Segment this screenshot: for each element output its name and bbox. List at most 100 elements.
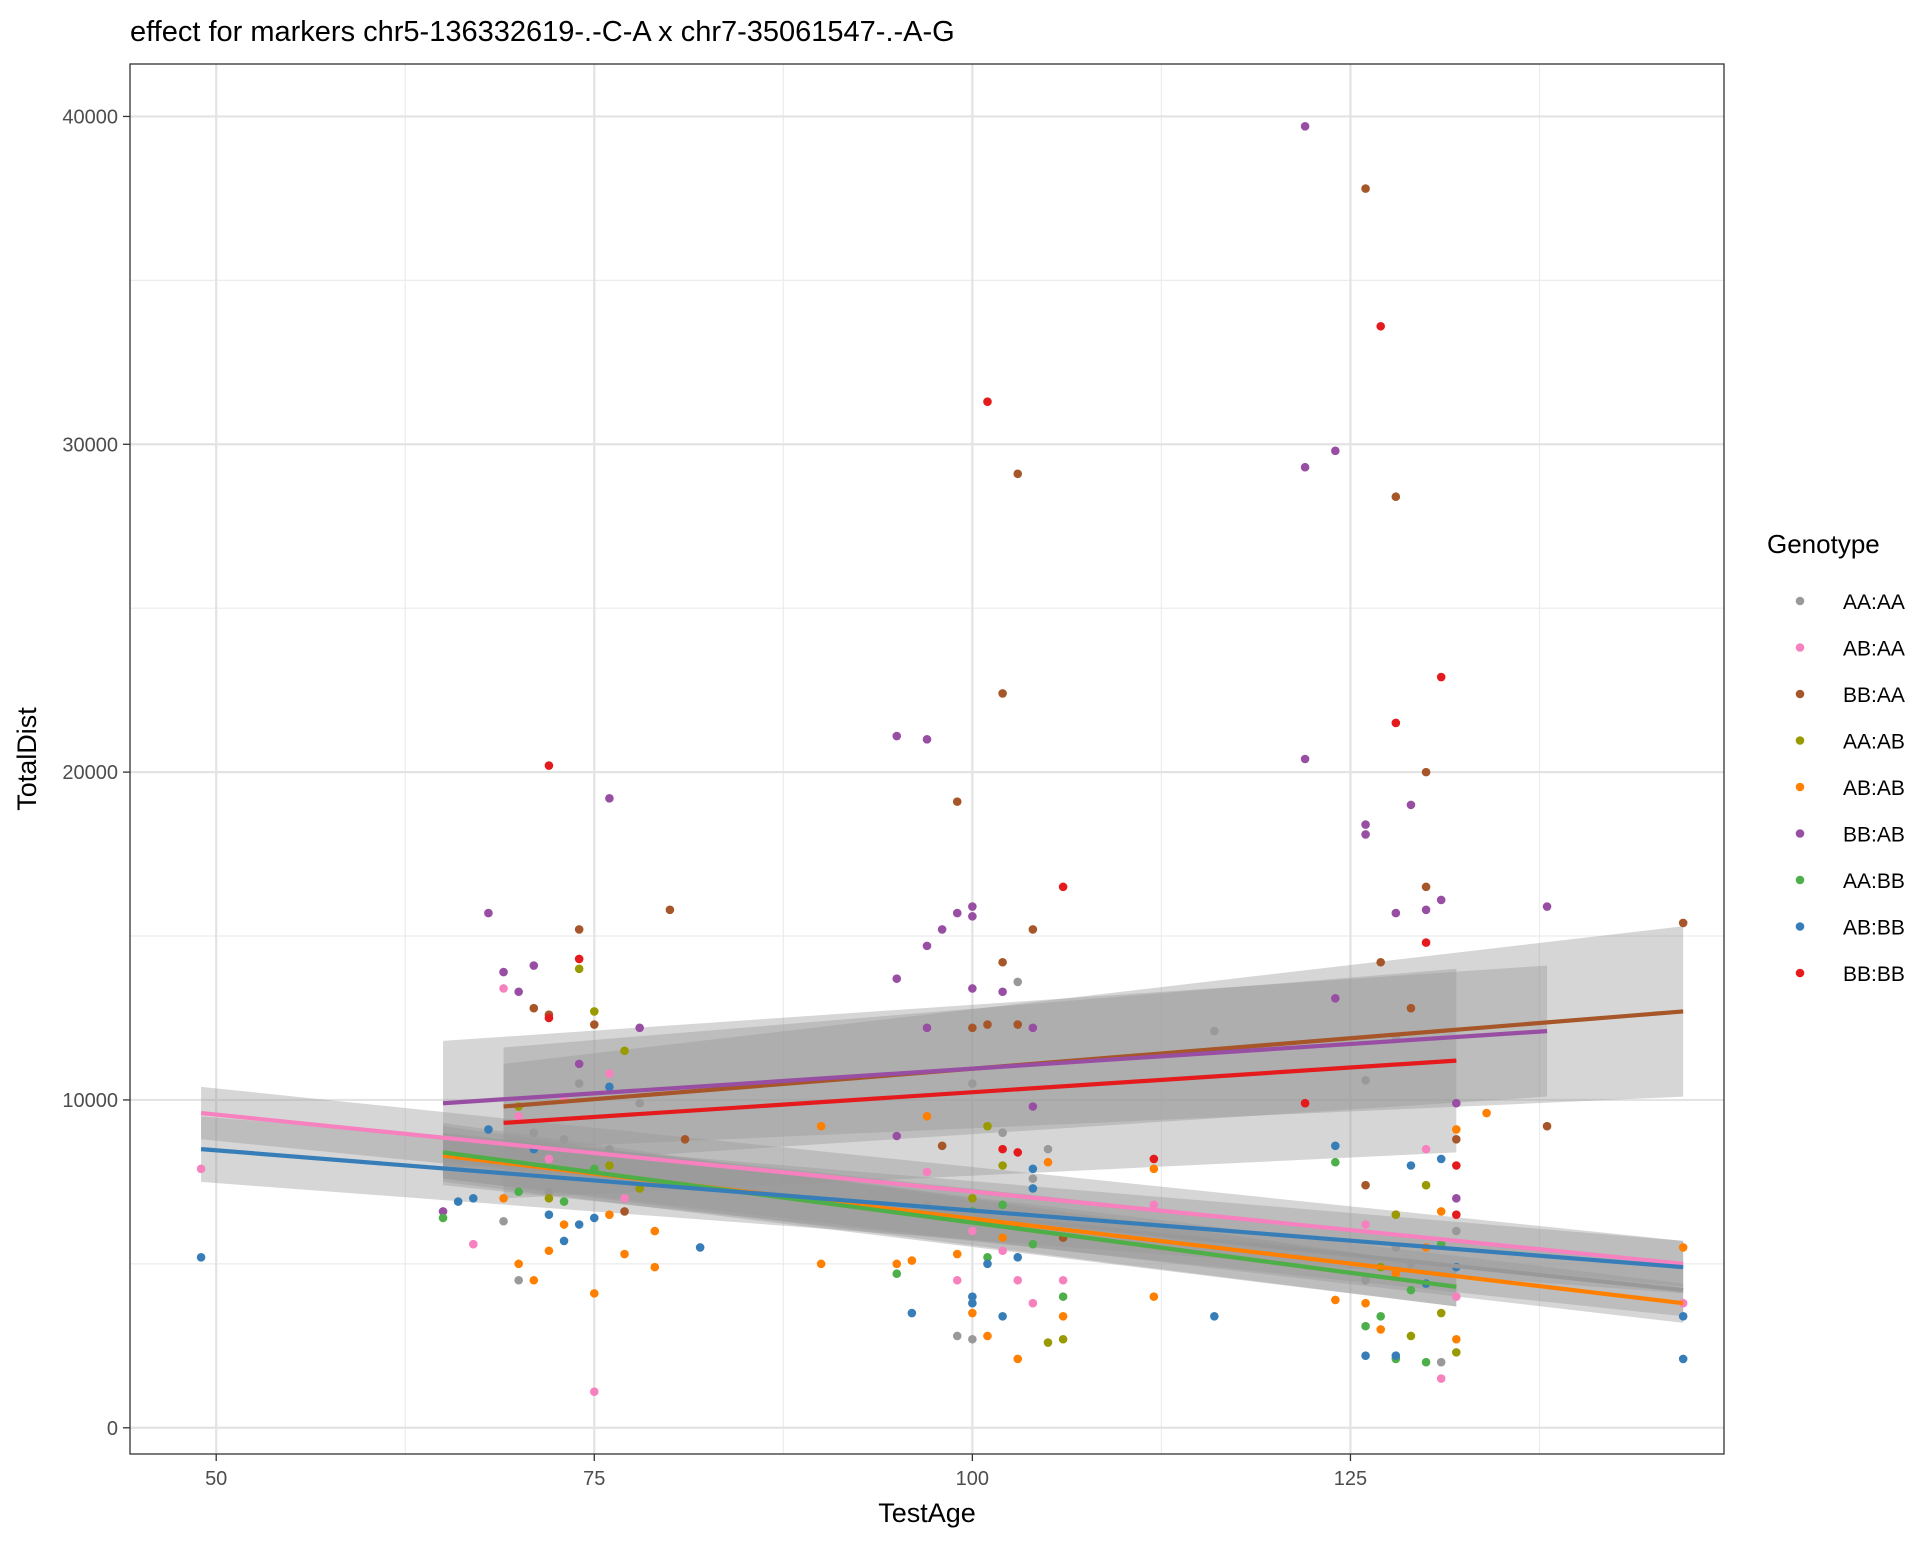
data-point-ab-bb <box>605 1082 614 1092</box>
confidence-band-bb-bb <box>503 968 1457 1199</box>
data-point-ab-bb <box>1436 1154 1446 1164</box>
legend-label: BB:AB <box>1843 824 1905 847</box>
data-point-ab-aa <box>589 1387 599 1397</box>
data-point-bb-ab <box>605 794 614 803</box>
legend-label: AA:AB <box>1843 731 1905 754</box>
legend-key <box>1795 736 1805 745</box>
data-point-aa-aa <box>968 1079 977 1088</box>
confidence-band-bb-aa <box>503 926 1684 1150</box>
data-point-ab-ab <box>1678 1243 1688 1252</box>
data-point-aa-ab <box>589 1007 599 1016</box>
data-point-ab-bb <box>559 1236 569 1246</box>
data-point-bb-ab <box>1391 908 1401 918</box>
data-point-bb-aa <box>1013 469 1023 479</box>
data-point-bb-bb <box>544 1013 554 1023</box>
data-point-aa-bb <box>998 1200 1007 1210</box>
data-point-bb-ab <box>937 925 947 934</box>
data-point-bb-aa <box>1391 492 1401 502</box>
data-point-ab-ab <box>1376 1325 1386 1334</box>
data-point-aa-bb <box>1058 1292 1068 1301</box>
data-point-bb-bb <box>1058 882 1068 892</box>
data-point-ab-ab <box>650 1262 660 1272</box>
data-point-bb-aa <box>620 1207 629 1216</box>
data-point-ab-ab <box>650 1226 660 1236</box>
data-point-aa-aa <box>574 1079 584 1088</box>
x-tick-label: 50 <box>205 1468 227 1490</box>
data-point-ab-ab <box>529 1275 539 1285</box>
data-point-ab-ab <box>907 1256 917 1265</box>
data-point-bb-ab <box>1452 1193 1461 1203</box>
data-point-bb-ab <box>892 974 902 983</box>
data-point-ab-bb <box>968 1298 977 1308</box>
data-point-aa-aa <box>1361 1075 1370 1085</box>
data-point-bb-bb <box>1452 1210 1461 1219</box>
data-point-ab-ab <box>1452 1334 1461 1344</box>
data-point-bb-ab <box>922 1023 932 1033</box>
data-point-ab-aa <box>514 1112 523 1121</box>
data-point-bb-bb <box>1149 1154 1159 1164</box>
data-point-ab-ab <box>1361 1298 1370 1308</box>
data-point-bb-bb <box>574 954 584 964</box>
data-point-aa-aa <box>1210 1026 1219 1036</box>
data-point-ab-ab <box>589 1289 599 1298</box>
data-point-ab-aa <box>998 1246 1007 1256</box>
data-point-bb-ab <box>574 1059 584 1069</box>
x-tick-label: 125 <box>1334 1468 1367 1490</box>
data-point-aa-aa <box>635 1098 644 1108</box>
data-point-aa-ab <box>1421 1180 1431 1190</box>
data-point-aa-aa <box>559 1134 569 1144</box>
data-point-bb-ab <box>438 1207 448 1216</box>
legend-key <box>1795 968 1805 978</box>
data-point-ab-ab <box>1482 1108 1491 1118</box>
data-point-bb-aa <box>937 1141 947 1151</box>
data-point-ab-aa <box>1436 1374 1446 1383</box>
data-point-bb-aa <box>1452 1134 1461 1144</box>
data-point-ab-bb <box>983 1259 992 1269</box>
data-point-ab-ab <box>892 1259 902 1269</box>
data-point-bb-ab <box>635 1023 644 1033</box>
data-point-bb-bb <box>1013 1148 1023 1157</box>
data-point-bb-aa <box>983 1020 992 1029</box>
data-point-aa-aa <box>529 1128 539 1138</box>
data-point-aa-aa <box>499 1216 508 1226</box>
data-point-bb-ab <box>968 912 977 921</box>
data-point-aa-bb <box>1376 1312 1386 1321</box>
data-point-bb-aa <box>998 689 1007 698</box>
data-point-ab-aa <box>544 1154 554 1164</box>
data-point-bb-aa <box>1028 925 1038 934</box>
legend-key <box>1795 596 1805 606</box>
data-point-bb-aa <box>1361 1180 1370 1190</box>
data-point-aa-aa <box>605 1144 614 1154</box>
legend: Genotype AA:AAAB:AABB:AAAA:ABAB:ABBB:ABA… <box>1767 529 1905 986</box>
data-point-bb-bb <box>1376 321 1386 331</box>
data-point-bb-ab <box>1436 895 1446 905</box>
legend-label: BB:BB <box>1843 963 1905 986</box>
data-point-ab-ab <box>816 1259 826 1269</box>
data-point-bb-aa <box>1678 918 1688 928</box>
data-point-aa-ab <box>983 1121 992 1131</box>
data-point-bb-ab <box>1361 820 1370 829</box>
data-point-aa-bb <box>438 1213 448 1223</box>
data-point-aa-ab <box>1058 1334 1068 1344</box>
data-point-bb-ab <box>1421 905 1431 915</box>
legend-label: AB:BB <box>1843 917 1905 940</box>
data-point-ab-bb <box>484 1125 493 1134</box>
data-point-bb-ab <box>1542 902 1552 911</box>
data-point-ab-bb <box>1391 1351 1401 1360</box>
data-point-aa-bb <box>1421 1357 1431 1367</box>
data-point-aa-ab <box>968 1193 977 1203</box>
data-point-aa-ab <box>544 1193 554 1203</box>
data-point-bb-ab <box>892 1131 902 1141</box>
data-point-bb-aa <box>1542 1121 1552 1131</box>
data-point-ab-aa <box>605 1069 614 1079</box>
data-point-ab-bb <box>1210 1312 1219 1321</box>
data-point-bb-ab <box>1406 800 1416 810</box>
x-axis-title: TestAge <box>878 1498 976 1528</box>
data-point-ab-aa <box>952 1275 962 1285</box>
data-point-ab-ab <box>1452 1125 1461 1134</box>
data-point-aa-bb <box>1028 1239 1038 1249</box>
data-point-ab-ab <box>1331 1295 1340 1305</box>
data-point-bb-aa <box>1013 1020 1023 1029</box>
